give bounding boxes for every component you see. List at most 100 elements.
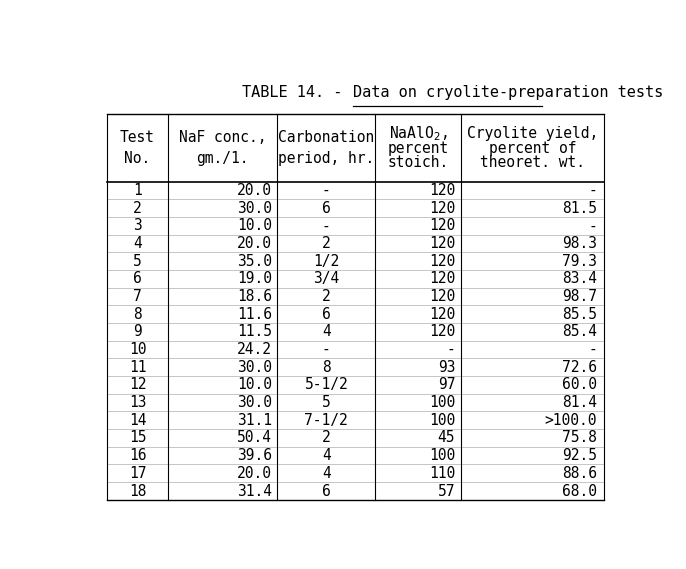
Text: 83.4: 83.4 <box>563 271 598 286</box>
Text: 17: 17 <box>129 466 146 481</box>
Text: 110: 110 <box>429 466 456 481</box>
Text: 6: 6 <box>133 271 142 286</box>
Text: 30.0: 30.0 <box>237 201 272 216</box>
Text: >100.0: >100.0 <box>545 413 598 428</box>
Text: -: - <box>447 342 456 357</box>
Text: 120: 120 <box>429 218 456 233</box>
Text: 7: 7 <box>133 289 142 304</box>
Text: 5: 5 <box>133 254 142 269</box>
Text: 31.1: 31.1 <box>237 413 272 428</box>
Text: 6: 6 <box>322 484 331 498</box>
Text: 2: 2 <box>322 431 331 446</box>
Text: 120: 120 <box>429 236 456 251</box>
Text: 85.4: 85.4 <box>563 324 598 340</box>
Text: 15: 15 <box>129 431 146 446</box>
Text: NaAlO$_2$,: NaAlO$_2$, <box>389 124 447 143</box>
Text: 120: 120 <box>429 254 456 269</box>
Text: 5: 5 <box>322 395 331 410</box>
Text: 30.0: 30.0 <box>237 395 272 410</box>
Text: 16: 16 <box>129 448 146 463</box>
Text: 6: 6 <box>322 201 331 216</box>
Text: 120: 120 <box>429 183 456 198</box>
Text: 81.4: 81.4 <box>563 395 598 410</box>
Text: 50.4: 50.4 <box>237 431 272 446</box>
Text: 120: 120 <box>429 271 456 286</box>
Text: 81.5: 81.5 <box>563 201 598 216</box>
Text: 8: 8 <box>133 307 142 322</box>
Text: 3/4: 3/4 <box>314 271 340 286</box>
Text: 1/2: 1/2 <box>314 254 340 269</box>
Text: 4: 4 <box>322 448 331 463</box>
Text: 120: 120 <box>429 307 456 322</box>
Text: TABLE 14. -: TABLE 14. - <box>242 85 351 100</box>
Text: 19.0: 19.0 <box>237 271 272 286</box>
Text: 100: 100 <box>429 395 456 410</box>
Text: 100: 100 <box>429 413 456 428</box>
Text: 39.6: 39.6 <box>237 448 272 463</box>
Text: Cryolite yield,: Cryolite yield, <box>466 126 598 141</box>
Text: theoret. wt.: theoret. wt. <box>480 155 585 170</box>
Text: Test
No.: Test No. <box>120 130 155 166</box>
Text: 14: 14 <box>129 413 146 428</box>
Text: 120: 120 <box>429 289 456 304</box>
Text: 75.8: 75.8 <box>563 431 598 446</box>
Text: 120: 120 <box>429 201 456 216</box>
Text: 85.5: 85.5 <box>563 307 598 322</box>
Text: NaF conc.,
gm./1.: NaF conc., gm./1. <box>179 130 266 166</box>
Text: 11.6: 11.6 <box>237 307 272 322</box>
Text: 20.0: 20.0 <box>237 466 272 481</box>
Text: 11.5: 11.5 <box>237 324 272 340</box>
Text: 45: 45 <box>438 431 456 446</box>
Text: 98.7: 98.7 <box>563 289 598 304</box>
Text: 20.0: 20.0 <box>237 236 272 251</box>
Text: 98.3: 98.3 <box>563 236 598 251</box>
Text: 20.0: 20.0 <box>237 183 272 198</box>
Text: 2: 2 <box>322 289 331 304</box>
Text: 2: 2 <box>133 201 142 216</box>
Text: 4: 4 <box>133 236 142 251</box>
Text: 100: 100 <box>429 448 456 463</box>
Text: -: - <box>322 218 331 233</box>
Text: 18: 18 <box>129 484 146 498</box>
Text: -: - <box>322 183 331 198</box>
Text: -: - <box>589 218 598 233</box>
Text: 10: 10 <box>129 342 146 357</box>
Text: 60.0: 60.0 <box>563 377 598 393</box>
Text: 30.0: 30.0 <box>237 360 272 375</box>
Text: 31.4: 31.4 <box>237 484 272 498</box>
Text: 97: 97 <box>438 377 456 393</box>
Text: 1: 1 <box>133 183 142 198</box>
Text: 10.0: 10.0 <box>237 218 272 233</box>
Text: Carbonation
period, hr.: Carbonation period, hr. <box>279 130 375 166</box>
Text: -: - <box>589 342 598 357</box>
Text: 4: 4 <box>322 466 331 481</box>
Text: 79.3: 79.3 <box>563 254 598 269</box>
Text: 2: 2 <box>322 236 331 251</box>
Text: percent of: percent of <box>488 141 576 155</box>
Text: 24.2: 24.2 <box>237 342 272 357</box>
Text: 72.6: 72.6 <box>563 360 598 375</box>
Text: 9: 9 <box>133 324 142 340</box>
Text: 10.0: 10.0 <box>237 377 272 393</box>
Text: 13: 13 <box>129 395 146 410</box>
Text: Data on cryolite-preparation tests: Data on cryolite-preparation tests <box>353 85 663 100</box>
Text: -: - <box>322 342 331 357</box>
Text: 8: 8 <box>322 360 331 375</box>
Text: 92.5: 92.5 <box>563 448 598 463</box>
Text: 6: 6 <box>322 307 331 322</box>
Text: -: - <box>589 183 598 198</box>
Text: 35.0: 35.0 <box>237 254 272 269</box>
Text: 57: 57 <box>438 484 456 498</box>
Text: 93: 93 <box>438 360 456 375</box>
Text: 4: 4 <box>322 324 331 340</box>
Text: 7-1/2: 7-1/2 <box>305 413 348 428</box>
Text: stoich.: stoich. <box>388 155 449 170</box>
Text: 5-1/2: 5-1/2 <box>305 377 348 393</box>
Text: 12: 12 <box>129 377 146 393</box>
Text: 11: 11 <box>129 360 146 375</box>
Text: percent: percent <box>388 141 449 155</box>
Text: 120: 120 <box>429 324 456 340</box>
Text: 88.6: 88.6 <box>563 466 598 481</box>
Text: 18.6: 18.6 <box>237 289 272 304</box>
Text: 3: 3 <box>133 218 142 233</box>
